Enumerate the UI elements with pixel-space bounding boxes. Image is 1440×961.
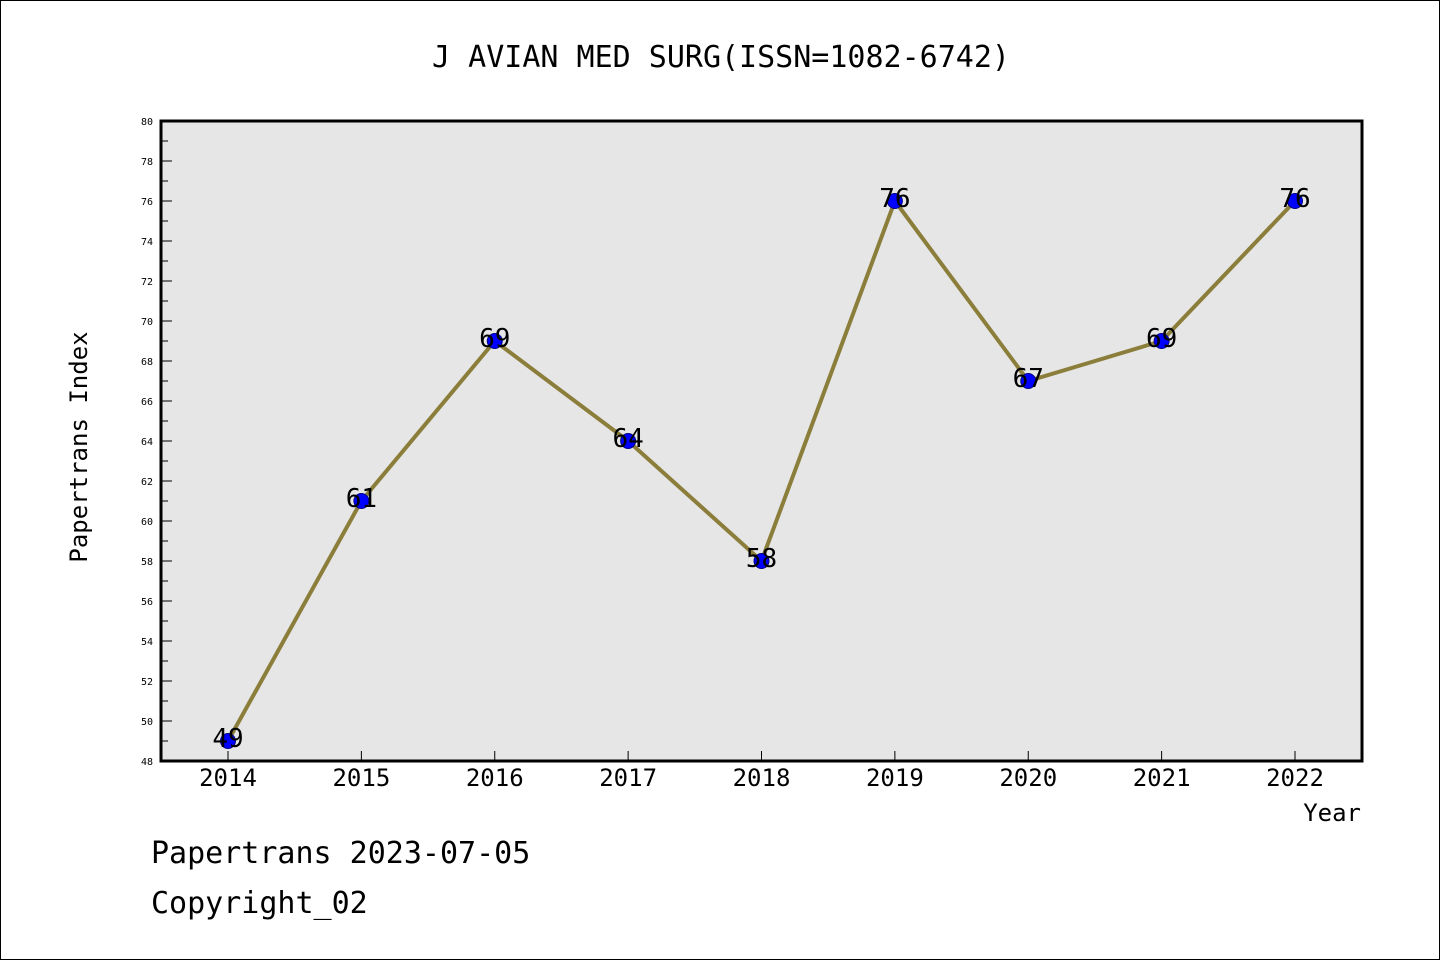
x-tick-label: 2016 (466, 764, 524, 792)
x-tick-label: 2017 (599, 764, 657, 792)
y-tick-label: 66 (141, 397, 153, 408)
data-labels: 49 61 69 64 58 76 67 69 76 (212, 184, 1310, 754)
y-tick-label: 72 (141, 277, 153, 288)
x-tick-label: 2015 (332, 764, 390, 792)
data-label: 67 (1013, 364, 1044, 394)
data-label: 64 (612, 424, 643, 454)
data-point (353, 493, 370, 509)
x-tick-label: 2021 (1133, 764, 1191, 792)
data-point (753, 553, 770, 569)
y-tick-label: 50 (141, 717, 153, 728)
data-point (486, 333, 503, 349)
y-tick-label: 52 (141, 677, 153, 688)
data-label: 49 (212, 724, 243, 754)
footer-source: Papertrans 2023-07-05 (151, 836, 531, 871)
data-label: 76 (1279, 184, 1310, 214)
x-axis: 2014 2015 2016 2017 2018 2019 2020 2021 2022 (199, 751, 1324, 792)
data-point (1153, 333, 1170, 349)
plot-area (159, 119, 1364, 763)
data-label: 61 (346, 484, 377, 514)
chart-title: J AVIAN MED SURG(ISSN=1082-6742) (432, 40, 1010, 75)
data-label: 76 (879, 184, 910, 214)
data-point (886, 193, 903, 209)
y-tick-label: 48 (141, 757, 153, 768)
x-tick-label: 2022 (1266, 764, 1324, 792)
data-point (620, 433, 637, 449)
data-point (220, 733, 236, 749)
data-point (1020, 373, 1037, 389)
data-label: 69 (479, 324, 510, 354)
y-tick-label: 80 (141, 117, 153, 128)
x-tick-label: 2019 (866, 764, 924, 792)
footer-copyright: Copyright_02 (151, 886, 368, 921)
data-point (1287, 193, 1303, 209)
x-tick-label: 2018 (733, 764, 791, 792)
y-axis-label: Papertrans Index (65, 331, 93, 562)
y-tick-label: 74 (141, 237, 153, 248)
x-tick-label: 2020 (999, 764, 1057, 792)
y-tick-label: 68 (141, 357, 153, 368)
y-tick-label: 60 (141, 517, 153, 528)
data-label: 58 (746, 544, 777, 574)
series-markers (220, 193, 1303, 749)
y-tick-label: 58 (141, 557, 153, 568)
y-tick-label: 76 (141, 197, 153, 208)
y-tick-label: 56 (141, 597, 153, 608)
x-tick-label: 2014 (199, 764, 257, 792)
data-label: 69 (1146, 324, 1177, 354)
y-tick-label: 70 (141, 317, 153, 328)
y-tick-label: 64 (141, 437, 153, 448)
y-tick-label: 62 (141, 477, 153, 488)
y-tick-label: 54 (141, 637, 153, 648)
x-axis-label: Year (1303, 799, 1361, 827)
y-axis: 48 50 52 54 56 58 60 62 64 66 68 70 72 74 76 78 80 (141, 117, 172, 768)
y-tick-label: 78 (141, 157, 153, 168)
